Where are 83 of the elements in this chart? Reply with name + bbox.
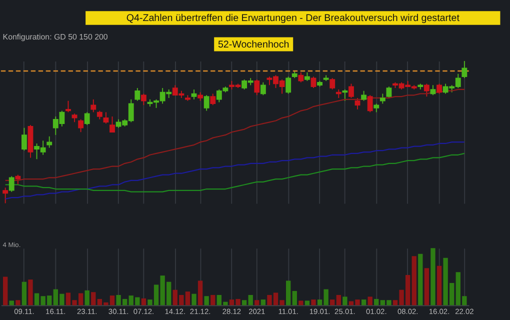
candlestick [210,93,216,106]
bar [91,292,96,306]
candlestick [348,83,354,98]
x-tick-label: 21.12. [190,307,211,316]
bar [22,282,27,306]
candlestick [330,78,336,90]
bar [9,300,14,306]
bar [3,276,8,306]
candlestick [367,94,373,113]
candlestick [204,94,210,112]
candlestick [310,76,316,88]
x-tick-label: 25.01. [334,307,356,316]
bar [192,294,196,306]
candlestick [462,60,468,79]
candlestick [430,84,436,96]
bar [260,300,266,306]
bar [436,266,442,306]
x-tick-label: 14.12. [164,307,186,316]
bar [336,294,341,306]
x-tick-label: 28.12 [222,307,242,316]
x-tick-label: 22.02 [455,307,474,316]
candlestick [8,176,14,192]
candlestick [78,118,84,133]
bar [16,300,20,306]
bar [254,300,260,306]
candlestick [191,88,197,100]
bar [424,268,430,306]
candlestick [361,90,367,102]
bar [286,280,291,306]
bar [430,248,436,306]
candlestick [286,76,292,94]
candlestick [2,187,8,204]
candlestick [110,116,115,133]
candlestick [90,98,96,113]
candlestick [66,100,71,113]
candlestick [46,136,52,148]
bar [361,300,366,306]
x-tick-label: 11.01. [278,307,298,316]
candlestick [134,88,140,102]
bar [298,300,304,306]
bar [210,294,216,306]
candlestick [260,82,266,96]
x-tick-label: 08.02. [397,307,418,316]
bar [141,298,146,306]
bar [248,294,253,306]
bar [292,290,297,306]
ref-line-label: 52-Wochenhoch [218,40,290,51]
x-tick-label: 16.11. [46,307,66,316]
bar [374,298,379,306]
candlestick [140,93,146,106]
bar [412,256,416,306]
x-tick-label: 16.02. [428,307,450,316]
bar [311,300,316,306]
candlestick [342,88,348,102]
bar [330,300,335,306]
candlestick [21,127,27,152]
bar [198,280,203,306]
x-tick-label: 23.11. [76,307,98,316]
x-tick-label: 2021 [248,307,266,316]
x-tick-label: 01.02. [366,307,387,316]
candlestick [254,79,260,96]
bar [368,296,372,306]
bar [204,296,209,306]
candlestick [380,93,386,104]
candlestick [386,86,392,98]
candlestick [103,112,109,124]
bar [304,300,310,306]
x-tick-label: 09.11. [14,307,34,316]
bar [84,290,90,306]
candlestick [354,98,360,110]
candlestick [298,72,304,83]
chart-title: Q4-Zahlen übertreffen die Erwartungen - Der Breakoutversuch wird gestartet [126,12,460,24]
bar [242,300,247,306]
bar [418,254,423,306]
candlestick [15,174,21,186]
candlestick [424,83,430,98]
bar [342,296,348,306]
x-tick-label: 30.11. [108,307,129,316]
x-tick-label: 07.12. [133,307,154,316]
x-tick-label: 19.01. [309,307,330,316]
candlestick [436,83,442,94]
bar [28,280,33,306]
candlestick [84,112,90,126]
